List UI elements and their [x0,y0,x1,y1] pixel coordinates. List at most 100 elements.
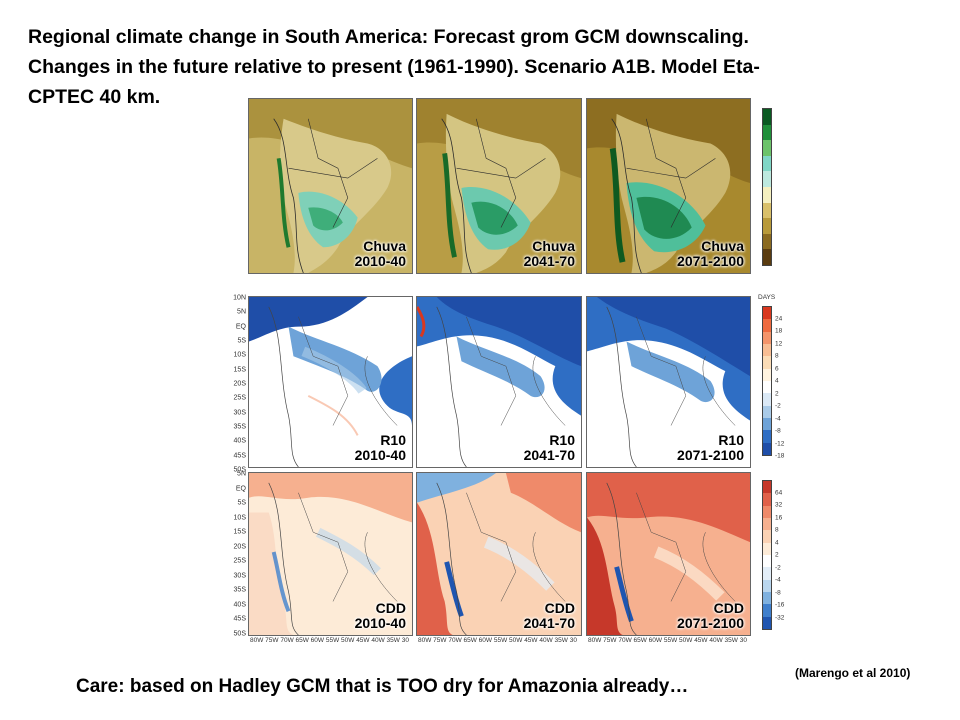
colorbar-swatch [763,356,771,369]
panel-label: R10 2041-70 [523,432,575,463]
map-r10-2071-2100: R10 2071-2100 [586,296,751,468]
longitude-labels: 80W 75W 70W 65W 60W 55W 50W 45W 40W 35W … [588,637,747,644]
colorbar-tick-label: 8 [775,352,779,360]
footer-note: Care: based on Hadley GCM that is TOO dr… [76,676,689,697]
latitude-label: 10N [233,294,246,302]
latitude-label: 5S [237,337,246,345]
panel-label: Chuva 2010-40 [354,238,406,269]
latitude-label: 20S [233,380,246,388]
cdd-map-image [249,473,412,635]
colorbar-tick-label: 18 [775,327,783,335]
colorbar-swatch [763,481,771,494]
latitude-label: 20S [233,543,246,551]
colorbar-swatch [763,616,771,629]
precip-map-image [249,99,412,273]
panel-label: CDD 2010-40 [354,600,406,631]
colorbar-tick-label: -8 [775,589,781,596]
colorbar-swatch [763,319,771,332]
colorbar-r10 [762,306,772,456]
map-r10-2010-40: R10 2010-40 [248,296,413,468]
colorbar-tick-label: 4 [775,539,779,546]
colorbar-swatch [763,343,771,357]
panel-label: R10 2071-2100 [677,432,744,463]
colorbar-tick-label: 2 [775,390,779,397]
colorbar-tick-label: 24 [775,315,783,322]
colorbar-swatch [763,417,771,431]
title-line-3: CPTEC 40 km. [28,86,161,108]
panel-label: CDD 2041-70 [523,600,575,631]
colorbar-tick-label: -32 [775,614,785,621]
panel-label: Chuva 2041-70 [523,238,575,269]
colorbar-swatch [763,307,771,320]
latitude-label: 25S [233,557,246,565]
colorbar-tick-label: 8 [775,526,779,534]
latitude-label: 5S [237,499,246,507]
colorbar-swatch [763,368,771,381]
colorbar-swatch [763,591,771,605]
colorbar-swatch [763,186,771,203]
colorbar-swatch [763,517,771,531]
latitude-label: 35S [233,423,246,431]
colorbar-tick-label: -2 [775,402,781,410]
panel-label: Chuva 2071-2100 [677,238,744,269]
colorbar-swatch [763,155,771,172]
latitude-label: 15S [233,528,246,536]
map-figure: Chuva 2010-40 Chuva 2041-70 [222,96,785,646]
colorbar-tick-label: 2 [775,551,779,559]
colorbar-swatch [763,430,771,443]
cdd-map-image [417,473,581,635]
map-chuva-2010-40: Chuva 2010-40 [248,98,413,274]
latitude-label: 40S [233,601,246,609]
colorbar-swatch [763,567,771,580]
latitude-label: 5N [237,308,246,316]
colorbar-swatch [763,393,771,406]
colorbar-swatch [763,442,771,455]
latitude-label: 45S [233,452,246,460]
colorbar-swatch [763,405,771,418]
colorbar-swatch [763,554,771,568]
latitude-label: 25S [233,394,246,402]
slide-title: Regional climate change in South America… [28,22,948,112]
map-cdd-2041-70: CDD 2041-70 [416,472,582,636]
latitude-label: 50S [233,466,246,474]
r10-map-image [417,297,581,467]
latitude-label: 10S [233,514,246,522]
colorbar-swatch [763,109,771,125]
colorbar-swatch [763,530,771,543]
colorbar-swatch [763,331,771,344]
map-cdd-2071-2100: CDD 2071-2100 [586,472,751,636]
longitude-labels: 80W 75W 70W 65W 60W 55W 50W 45W 40W 35W … [418,637,577,644]
r10-map-image [249,297,412,467]
latitude-label: 50S [233,630,246,638]
colorbar-tick-label: -18 [775,452,785,460]
latitude-labels: 5N EQ 5S 10S 15S 20S 25S 30S 35S 40S 45S 50S [222,470,248,638]
colorbar-tick-label: -4 [775,415,781,422]
map-r10-2041-70: R10 2041-70 [416,296,582,468]
precip-map-image [587,99,750,273]
latitude-label: 35S [233,586,246,594]
latitude-label: 5N [237,470,246,478]
row-cdd: 5N EQ 5S 10S 15S 20S 25S 30S 35S 40S 45S 50S CDD 20… [222,470,785,646]
panel-label: R10 2010-40 [354,432,406,463]
precip-map-image [417,99,581,273]
colorbar-swatch [763,140,771,156]
colorbar-swatch [763,124,771,141]
colorbar-tick-label: -16 [775,601,785,609]
r10-map-image [587,297,750,467]
colorbar-tick-label: 64 [775,489,783,496]
colorbar-swatch [763,218,771,234]
colorbar-cdd [762,480,772,630]
colorbar-unit: DAYS [758,294,776,301]
colorbar-swatch [763,171,771,187]
latitude-label: 40S [233,437,246,445]
latitude-labels: 10N 5N EQ 5S 10S 15S 20S 25S 30S 35S 40S 45S 50S [222,294,248,474]
latitude-label: EQ [235,323,246,331]
colorbar-swatch [763,579,771,592]
row-r10: 10N 5N EQ 5S 10S 15S 20S 25S 30S 35S 40S 45S 50S R10… [222,294,784,474]
latitude-label: EQ [235,485,246,493]
colorbar-swatch [763,493,771,506]
colorbar-tick-label: -2 [775,564,781,571]
latitude-label: 10S [233,351,246,359]
colorbar-swatch [763,202,771,219]
map-cdd-2010-40: CDD 2010-40 [248,472,413,636]
